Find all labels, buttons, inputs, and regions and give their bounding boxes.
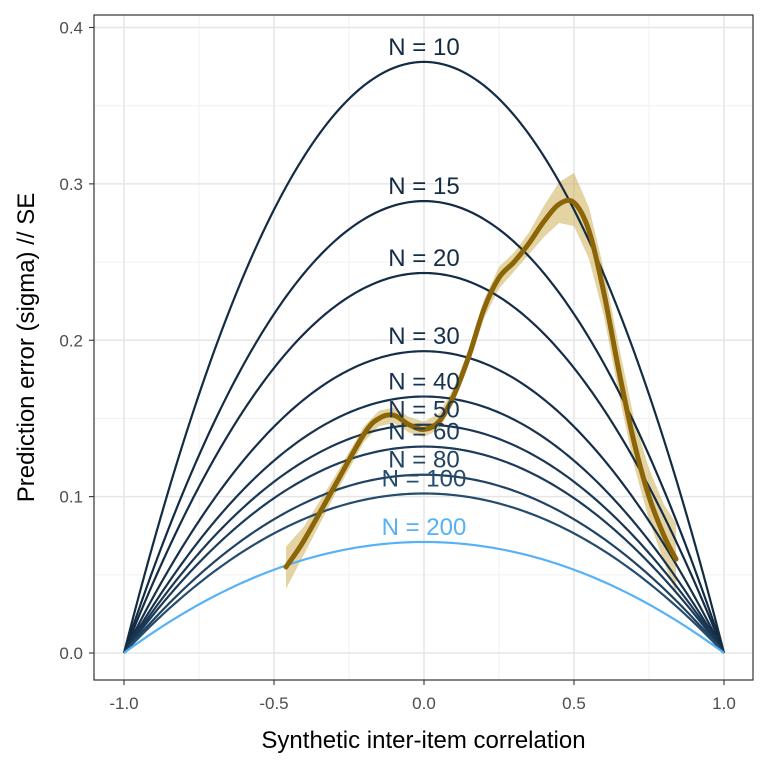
x-tick-label: 1.0 [712, 694, 736, 713]
curve-n50 [123, 423, 725, 654]
smooth-line-layer [283, 197, 679, 570]
y-tick-label: 0.4 [59, 19, 83, 38]
curve-label-n80: N = 80 [388, 447, 459, 474]
curve-labels-layer: N = 10N = 15N = 20N = 30N = 40N = 50N = … [382, 34, 467, 541]
y-tick-label: 0.2 [59, 331, 83, 350]
curve-n200 [123, 540, 725, 654]
curve-label-n100: N = 100 [382, 465, 467, 492]
curve-label-n15: N = 15 [388, 173, 459, 200]
y-tick-label: 0.1 [59, 488, 83, 507]
grid [94, 15, 753, 680]
smooth-line [283, 197, 679, 570]
curve-label-n10: N = 10 [388, 34, 459, 61]
y-axis-title: Prediction error (sigma) // SE [13, 193, 40, 502]
curve-n10 [122, 60, 726, 654]
x-axis-title: Synthetic inter-item correlation [261, 727, 585, 754]
y-tick-label: 0.0 [59, 644, 83, 663]
y-tick-label: 0.3 [59, 175, 83, 194]
curve-n60 [123, 445, 725, 654]
confidence-band [286, 172, 676, 594]
curve-label-n50: N = 50 [388, 397, 459, 424]
curve-n100 [123, 492, 725, 654]
curve-label-n200: N = 200 [382, 514, 467, 541]
curve-label-n20: N = 20 [388, 245, 459, 272]
curve-label-n60: N = 60 [388, 419, 459, 446]
curve-n30 [123, 350, 725, 654]
confidence-band-layer [286, 172, 676, 594]
x-tick-label: -1.0 [109, 694, 138, 713]
x-tick-label: 0.5 [562, 694, 586, 713]
curve-label-n30: N = 30 [388, 323, 459, 350]
curve-n80 [123, 473, 725, 654]
axes: -1.0 -0.5 0.0 0.5 1.0 0.0 0.1 0.2 0.3 0.4 [59, 19, 735, 714]
x-tick-label: 0.0 [412, 694, 436, 713]
x-tick-label: -0.5 [259, 694, 288, 713]
curve-n20 [122, 271, 726, 654]
curves-layer [122, 60, 726, 654]
curve-label-n40: N = 40 [388, 369, 459, 396]
curve-n40 [123, 395, 725, 654]
